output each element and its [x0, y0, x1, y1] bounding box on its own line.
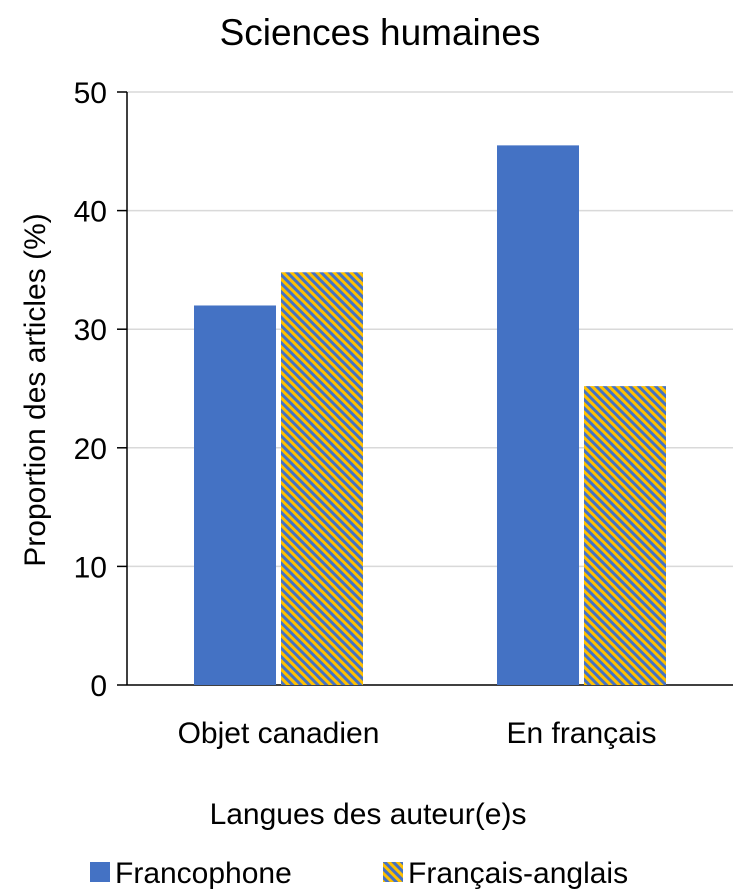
- bar-francophone-1: [497, 145, 579, 685]
- x-tick-label: Objet canadien: [178, 717, 380, 750]
- chart-title: Sciences humaines: [220, 12, 541, 53]
- y-tick-label: 20: [74, 433, 107, 466]
- y-axis-ticks: 0 10 20 30 40 50: [74, 77, 127, 703]
- y-tick-label: 40: [74, 196, 107, 229]
- legend-label-francais-anglais: Français-anglais: [408, 857, 628, 890]
- x-axis-title: Langues des auteur(e)s: [210, 798, 527, 831]
- legend-swatch-francais-anglais: [383, 862, 403, 882]
- y-tick-label: 0: [90, 670, 107, 703]
- y-tick-label: 50: [74, 77, 107, 110]
- y-tick-label: 30: [74, 314, 107, 347]
- legend: Francophone Français-anglais: [90, 857, 628, 890]
- x-axis-tick-labels: Objet canadien En français: [178, 717, 657, 750]
- x-tick-label: En français: [506, 717, 656, 750]
- bars: [194, 145, 666, 685]
- bar-francais-anglais-1: [584, 386, 666, 685]
- y-axis-title: Proportion des articles (%): [19, 213, 52, 566]
- y-tick-label: 10: [74, 551, 107, 584]
- bar-francophone-0: [194, 305, 276, 685]
- legend-label-francophone: Francophone: [115, 857, 292, 890]
- legend-swatch-francophone: [90, 862, 110, 882]
- bar-francais-anglais-0: [281, 272, 363, 685]
